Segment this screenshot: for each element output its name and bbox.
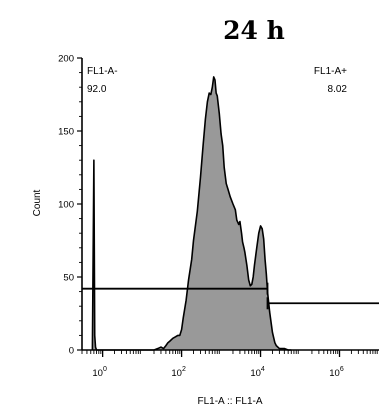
x-tick-label: 102 <box>171 366 186 379</box>
histogram-area-0 <box>92 76 292 350</box>
gate-negative-name: FL1-A- <box>87 66 118 77</box>
y-tick-label: 0 <box>69 346 74 357</box>
y-tick-label: 50 <box>63 273 74 284</box>
gate-positive-percent: 8.02 <box>328 84 348 95</box>
x-tick-label: 100 <box>92 366 107 379</box>
y-axis-label: Count <box>32 189 43 216</box>
x-tick-label: 106 <box>329 366 344 379</box>
y-tick-label: 150 <box>58 127 74 138</box>
histogram-line-0 <box>91 76 292 351</box>
gate-positive-name: FL1-A+ <box>314 66 347 77</box>
gate-negative-percent: 92.0 <box>87 84 107 95</box>
y-tick-label: 100 <box>58 200 74 211</box>
plot-area: 0 50 100 150 200 100 102 104 106 <box>58 54 379 379</box>
x-tick-label: 104 <box>250 366 265 379</box>
gate-labels: FL1-A- 92.0 FL1-A+ 8.02 <box>87 66 347 95</box>
x-axis-label: FL1-A :: FL1-A <box>197 396 262 407</box>
y-tick-label: 200 <box>58 54 74 65</box>
chart-title: 24 h <box>223 16 285 45</box>
